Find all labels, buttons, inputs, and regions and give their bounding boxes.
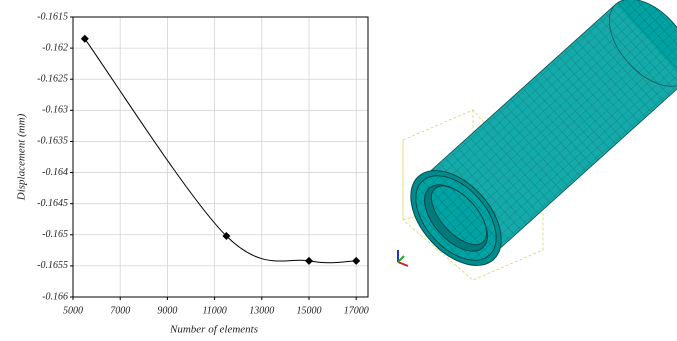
marker	[81, 35, 89, 43]
figure: -0.166 -0.1655 -0.165 -0.1645 -0.164 -0.1635 -…	[0, 0, 677, 341]
line	[85, 39, 356, 263]
y-tick-label: -0.1615	[37, 11, 68, 22]
y-tick-label: -0.1645	[37, 198, 68, 209]
y-tick-label: -0.1635	[37, 136, 68, 147]
x-tick-label: 11000	[202, 305, 226, 316]
plot-frame	[73, 17, 368, 297]
y-tick-label: -0.163	[42, 105, 68, 116]
x-tick-label: 7000	[110, 305, 130, 316]
y-tick-label: -0.165	[42, 229, 68, 240]
y-tick-label: -0.164	[42, 167, 68, 178]
x-tick-label: 17000	[344, 305, 369, 316]
x-tick-label: 13000	[249, 305, 274, 316]
y-axis-title: Displacement (mm)	[16, 113, 28, 201]
marker	[305, 257, 313, 265]
chart: -0.166 -0.1655 -0.165 -0.1645 -0.164 -0.1635 -…	[37, 11, 369, 316]
y-tick-label: -0.1655	[37, 260, 68, 271]
x-tick-label: 5000	[63, 305, 83, 316]
y-tick-label: -0.162	[42, 42, 68, 53]
x-tick-label: 9000	[157, 305, 177, 316]
x-axis-title: Number of elements	[169, 324, 258, 336]
marker	[352, 257, 360, 265]
cylinder-render	[393, 0, 677, 282]
y-tick-label: -0.1625	[37, 74, 68, 85]
y-tick-label: -0.166	[42, 291, 68, 302]
x-tick-label: 15000	[297, 305, 322, 316]
